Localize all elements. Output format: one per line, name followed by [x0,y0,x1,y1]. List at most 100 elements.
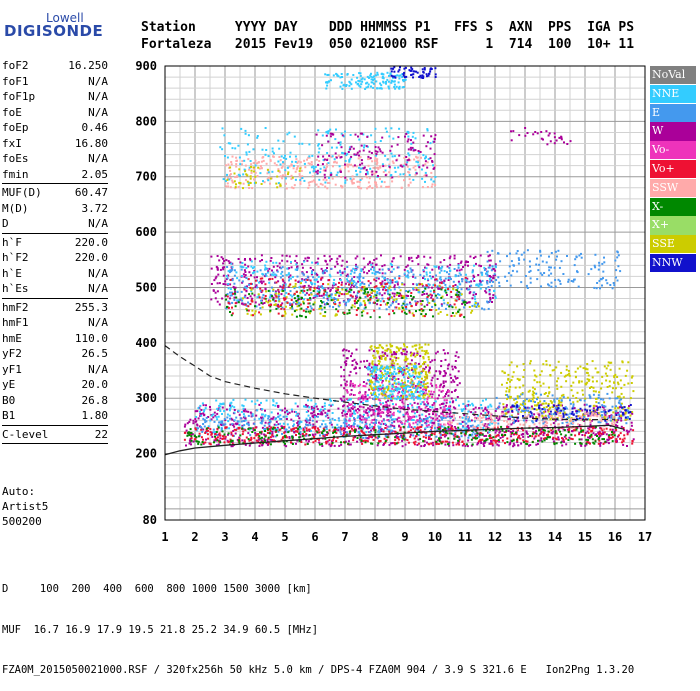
echo-point [219,282,221,284]
echo-point [449,264,451,266]
echo-point [291,411,293,413]
echo-point [415,391,417,393]
echo-point [267,432,269,434]
echo-point [572,406,574,408]
echo-point [398,275,400,277]
echo-point [386,345,388,347]
echo-point [206,428,208,430]
echo-point [614,434,616,436]
echo-point [397,284,399,286]
echo-point [435,441,437,443]
echo-point [532,421,534,423]
echo-point [398,425,400,427]
echo-point [219,403,221,405]
echo-point [395,301,397,303]
echo-point [397,378,399,380]
echo-point [583,416,585,418]
echo-point [184,432,186,434]
echo-point [448,273,450,275]
echo-point [434,427,436,429]
echo-point [563,396,565,398]
echo-point [621,393,623,395]
echo-point [560,386,562,388]
echo-point [467,437,469,439]
echo-point [256,409,258,411]
echo-point [373,392,375,394]
echo-point [616,414,618,416]
echo-point [452,400,454,402]
echo-point [448,409,450,411]
echo-point [345,360,347,362]
echo-point [318,429,320,431]
echo-point [262,294,264,296]
echo-point [407,426,409,428]
echo-point [560,433,562,435]
echo-point [461,280,463,282]
echo-point [327,417,329,419]
echo-point [580,431,582,433]
echo-point [560,404,562,406]
echo-point [454,433,456,435]
echo-point [209,443,211,445]
echo-point [441,442,443,444]
echo-point [403,367,405,369]
echo-point [198,417,200,419]
echo-point [568,373,570,375]
echo-point [486,301,488,303]
echo-point [524,403,526,405]
echo-point [270,436,272,438]
echo-point [469,256,471,258]
echo-point [425,423,427,425]
echo-point [376,258,378,260]
echo-point [213,429,215,431]
echo-point [392,292,394,294]
echo-point [406,295,408,297]
echo-point [367,373,369,375]
echo-point [522,410,524,412]
echo-point [377,396,379,398]
echo-point [455,389,457,391]
echo-point [415,348,417,350]
echo-point [307,276,309,278]
echo-point [431,269,433,271]
echo-point [502,440,504,442]
echo-point [542,403,544,405]
echo-point [281,293,283,295]
echo-point [346,349,348,351]
echo-point [402,414,404,416]
echo-point [404,382,406,384]
echo-point [442,403,444,405]
echo-point [629,418,631,420]
echo-point [344,411,346,413]
echo-point [238,258,240,260]
echo-point [359,421,361,423]
echo-point [550,413,552,415]
echo-point [621,441,623,443]
echo-point [413,353,415,355]
echo-point [423,275,425,277]
echo-point [512,430,514,432]
echo-point [386,377,388,379]
echo-point [614,407,616,409]
echo-point [260,269,262,271]
echo-point [332,442,334,444]
echo-point [400,347,402,349]
echo-point [291,409,293,411]
echo-point [318,286,320,288]
echo-point [369,405,371,407]
echo-point [540,385,542,387]
echo-point [457,275,459,277]
echo-point [541,412,543,414]
echo-point [529,390,531,392]
echo-point [611,437,613,439]
echo-point [443,382,445,384]
echo-point [540,431,542,433]
echo-point [347,411,349,413]
echo-point [425,376,427,378]
echo-point [606,433,608,435]
echo-point [531,406,533,408]
echo-point [422,391,424,393]
echo-point [350,410,352,412]
echo-point [601,404,603,406]
echo-point [398,388,400,390]
